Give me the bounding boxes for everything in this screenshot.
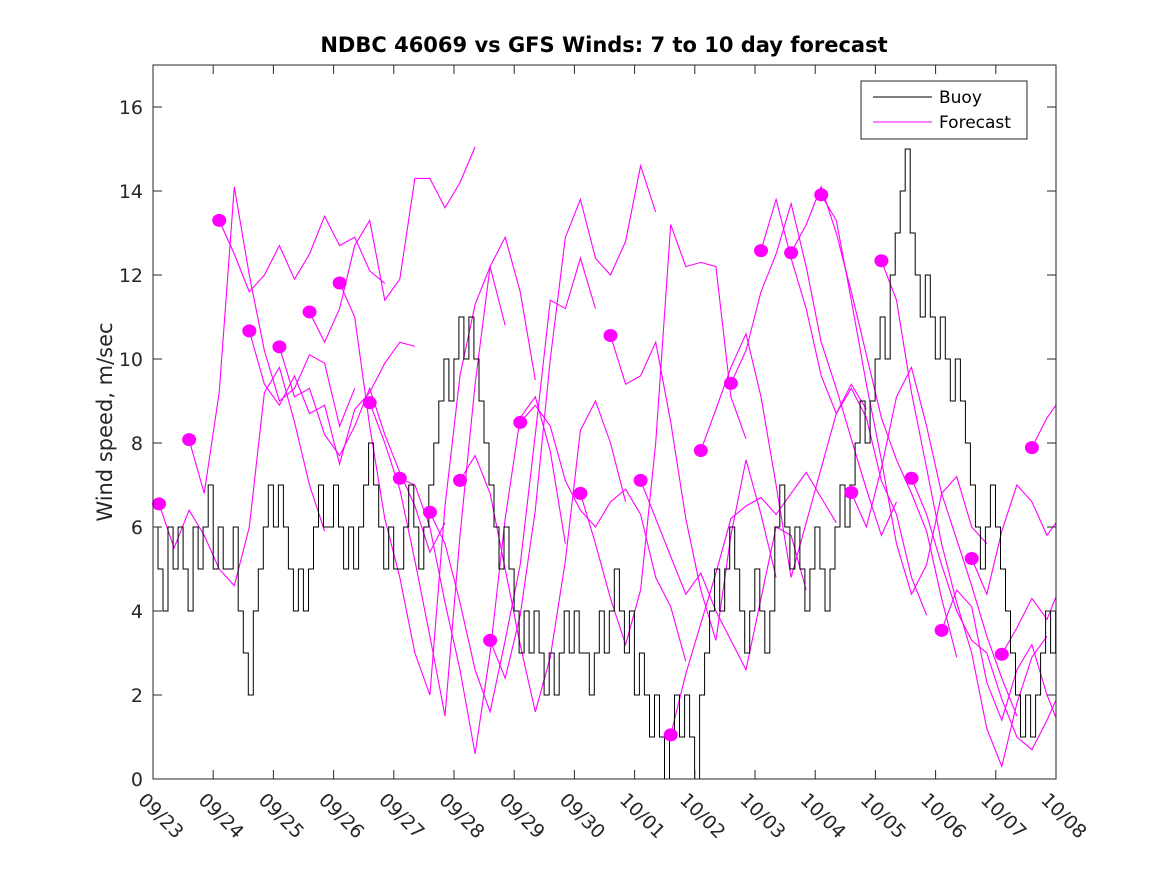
y-tick-label: 12 xyxy=(119,265,143,287)
forecast-start-marker xyxy=(693,444,708,458)
forecast-start-marker xyxy=(212,213,227,227)
forecast-line xyxy=(850,365,1018,717)
forecast-start-marker xyxy=(362,396,377,410)
forecast-start-marker xyxy=(663,728,678,742)
forecast-start-marker xyxy=(332,276,347,290)
forecast-line xyxy=(188,186,356,494)
forecast-line xyxy=(880,260,1048,769)
forecast-line xyxy=(459,399,627,712)
y-axis: 0 2 4 6 8 10 12 14 16 xyxy=(119,97,1056,791)
y-tick-label: 16 xyxy=(119,97,143,119)
forecast-line xyxy=(730,201,898,537)
forecast-start-marker xyxy=(964,552,979,565)
legend-label-forecast: Forecast xyxy=(939,113,1011,133)
forecast-start-marker xyxy=(242,324,257,338)
forecast-start-marker xyxy=(934,623,949,637)
forecast-line xyxy=(1001,595,1056,655)
forecast-line xyxy=(218,214,386,293)
forecast-start-markers xyxy=(152,188,1039,742)
forecast-line xyxy=(579,224,747,647)
y-tick-label: 2 xyxy=(131,685,143,707)
forecast-start-marker xyxy=(784,246,799,260)
forecast-start-marker xyxy=(814,188,829,202)
forecast-line xyxy=(429,256,597,714)
y-tick-label: 0 xyxy=(131,769,143,791)
forecast-start-marker xyxy=(513,415,528,429)
legend: Buoy Forecast xyxy=(860,80,1028,140)
forecast-line xyxy=(910,478,1056,751)
forecast-start-marker xyxy=(422,505,437,519)
y-tick-label: 4 xyxy=(131,601,143,623)
forecast-start-marker xyxy=(453,473,468,487)
forecast-start-marker xyxy=(272,340,287,354)
forecast-line xyxy=(519,404,687,662)
forecast-line xyxy=(278,346,446,554)
y-tick-label: 6 xyxy=(131,517,143,539)
forecast-line xyxy=(158,366,326,587)
forecast-start-marker xyxy=(302,305,317,319)
y-tick-label: 10 xyxy=(119,349,143,371)
forecast-line xyxy=(489,163,657,681)
forecast-start-marker xyxy=(182,433,197,447)
forecast-start-marker xyxy=(723,376,738,390)
forecast-start-marker xyxy=(754,244,769,258)
y-axis-label: Wind speed, m/sec xyxy=(93,322,117,521)
chart-title: NDBC 46069 vs GFS Winds: 7 to 10 day for… xyxy=(320,33,887,57)
forecast-start-marker xyxy=(844,486,859,500)
forecast-line xyxy=(640,480,807,672)
forecast-start-marker xyxy=(573,486,588,500)
legend-label-buoy: Buoy xyxy=(939,88,982,108)
forecast-line xyxy=(1031,404,1056,448)
forecast-start-marker xyxy=(603,328,618,342)
forecast-start-marker xyxy=(904,471,919,485)
forecast-line xyxy=(670,471,837,736)
y-tick-label: 8 xyxy=(131,433,143,455)
forecast-start-marker xyxy=(1024,441,1039,455)
plot-frame xyxy=(152,64,1057,780)
y-tick-label: 14 xyxy=(119,181,143,203)
forecast-line xyxy=(399,395,566,754)
forecast-start-marker xyxy=(483,633,498,647)
forecast-start-marker xyxy=(152,497,167,511)
series-layer xyxy=(153,146,1056,779)
forecast-line xyxy=(248,330,416,467)
forecast-line xyxy=(609,335,777,641)
forecast-start-marker xyxy=(874,254,889,268)
legend-box xyxy=(860,80,1028,140)
forecast-line xyxy=(309,146,476,344)
forecast-line xyxy=(820,194,988,596)
forecast-line xyxy=(971,483,1056,596)
forecast-start-marker xyxy=(994,647,1009,661)
forecast-line xyxy=(941,588,1056,722)
plot-area xyxy=(153,65,1056,779)
buoy-line xyxy=(153,148,1056,779)
forecast-start-marker xyxy=(633,473,648,487)
forecast-start-marker xyxy=(392,471,407,485)
